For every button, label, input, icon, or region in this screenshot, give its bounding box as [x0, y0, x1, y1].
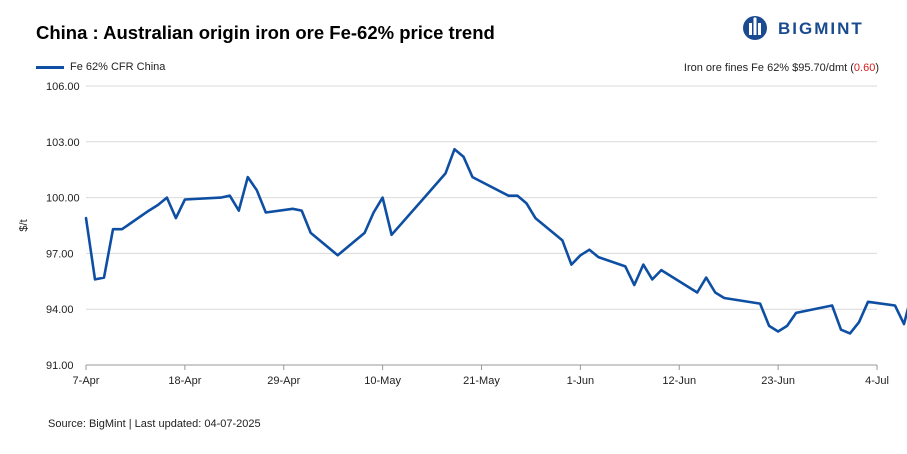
y-axis-label: $/t — [18, 219, 30, 231]
x-tick-label: 29-Apr — [267, 375, 300, 387]
y-tick-label: 103.00 — [46, 137, 80, 149]
legend-label: Fe 62% CFR China — [70, 61, 166, 73]
series-line-fe62-cfr-china — [84, 147, 907, 335]
y-tick-label: 91.00 — [46, 360, 74, 372]
x-tick-label: 7-Apr — [73, 375, 100, 387]
x-tick-label: 12-Jun — [662, 375, 696, 387]
price-note-suffix: ) — [875, 62, 879, 74]
brand-mark-icon — [743, 16, 767, 40]
x-tick-label: 1-Jun — [567, 375, 595, 387]
x-tick-label: 23-Jun — [761, 375, 795, 387]
price-change: 0.60 — [853, 62, 876, 74]
x-tick-label: 18-Apr — [168, 375, 201, 387]
price-note: Iron ore fines Fe 62% $95.70/dmt (0.60) — [684, 62, 879, 74]
brand-name: BIGMINT — [778, 19, 864, 38]
brand-logo: BIGMINT — [740, 14, 890, 42]
x-tick-label: 21-May — [463, 375, 500, 387]
y-tick-label: 94.00 — [46, 304, 74, 316]
chart-title: China : Australian origin iron ore Fe-62… — [36, 22, 495, 43]
price-note-text: Iron ore fines Fe 62% $95.70/dmt ( — [683, 62, 854, 74]
legend-swatch — [36, 65, 64, 69]
y-tick-label: 100.00 — [46, 193, 80, 205]
y-tick-label: 106.00 — [46, 81, 80, 93]
source-note: Source: BigMint | Last updated: 04-07-20… — [48, 418, 261, 430]
x-tick-label: 4-Jul — [865, 375, 889, 387]
x-tick-label: 10-May — [364, 375, 401, 387]
legend: Fe 62% CFR China — [36, 61, 165, 73]
y-tick-label: 97.00 — [46, 248, 74, 260]
